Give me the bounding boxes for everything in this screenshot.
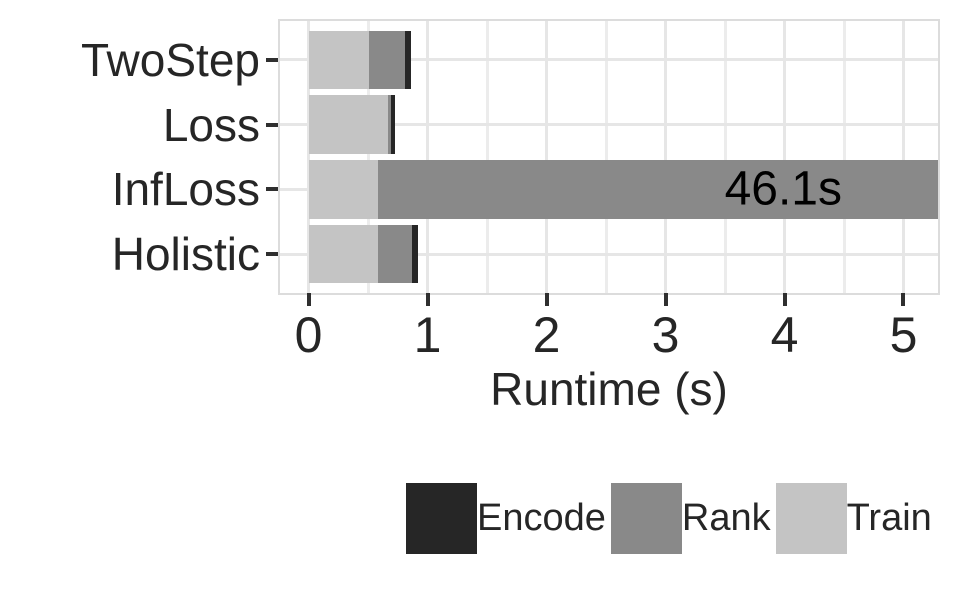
x-axis-title: Runtime (s) bbox=[490, 363, 728, 415]
y-axis-label: TwoStep bbox=[81, 33, 260, 86]
x-tick-label: 1 bbox=[413, 307, 442, 363]
x-tick-label: 0 bbox=[294, 307, 323, 363]
legend-label-encode: Encode bbox=[477, 497, 606, 539]
bar-segment-encode bbox=[404, 30, 411, 89]
x-tick-mark bbox=[306, 293, 311, 306]
x-tick-label: 5 bbox=[889, 307, 918, 363]
legend-label-train: Train bbox=[846, 497, 932, 539]
bar-segment-train bbox=[308, 160, 378, 219]
gridline-horizontal bbox=[280, 252, 938, 256]
y-axis-label: InfLoss bbox=[111, 163, 260, 216]
x-tick-mark bbox=[425, 293, 430, 306]
y-tick-mark bbox=[266, 252, 278, 257]
gridline-minor bbox=[485, 21, 489, 293]
bar-value-label: 46.1s bbox=[724, 162, 842, 216]
gridline-minor bbox=[366, 21, 370, 293]
bar-segment-encode bbox=[390, 95, 396, 154]
x-tick-mark bbox=[901, 293, 906, 306]
x-tick-mark bbox=[782, 293, 787, 306]
legend-swatch-train bbox=[775, 483, 847, 554]
x-tick-label: 3 bbox=[651, 307, 680, 363]
gridline-major bbox=[664, 21, 668, 293]
gridline-minor bbox=[723, 21, 727, 293]
y-tick-mark bbox=[266, 187, 278, 192]
gridline-major bbox=[307, 21, 311, 293]
bar-segment-rank bbox=[388, 95, 391, 154]
legend-label-rank: Rank bbox=[681, 497, 771, 539]
bar-segment-encode bbox=[412, 225, 418, 284]
y-axis-label: Loss bbox=[162, 98, 260, 151]
bar-segment-rank bbox=[377, 225, 413, 284]
x-tick-label: 4 bbox=[770, 307, 799, 363]
gridline-major bbox=[901, 21, 905, 293]
x-tick-mark bbox=[544, 293, 549, 306]
y-tick-mark bbox=[266, 57, 278, 62]
gridline-major bbox=[545, 21, 549, 293]
y-tick-mark bbox=[266, 122, 278, 127]
y-axis-label: Holistic bbox=[111, 228, 260, 281]
bar-segment-rank bbox=[369, 30, 405, 89]
bar-segment-train bbox=[308, 30, 370, 89]
bar-segment-train bbox=[308, 225, 378, 284]
gridline-minor bbox=[604, 21, 608, 293]
bar-segment-train bbox=[308, 95, 389, 154]
gridline-horizontal bbox=[280, 123, 938, 127]
legend: Encode Rank Train bbox=[406, 483, 937, 554]
plot-panel: 46.1s bbox=[278, 19, 940, 295]
legend-swatch-rank bbox=[610, 483, 682, 554]
bar-segment-rank bbox=[377, 160, 938, 219]
x-tick-label: 2 bbox=[532, 307, 561, 363]
legend-swatch-encode bbox=[406, 483, 477, 554]
gridline-minor bbox=[842, 21, 846, 293]
gridline-major bbox=[426, 21, 430, 293]
x-tick-mark bbox=[663, 293, 668, 306]
gridline-horizontal bbox=[280, 58, 938, 62]
gridline-major bbox=[783, 21, 786, 293]
